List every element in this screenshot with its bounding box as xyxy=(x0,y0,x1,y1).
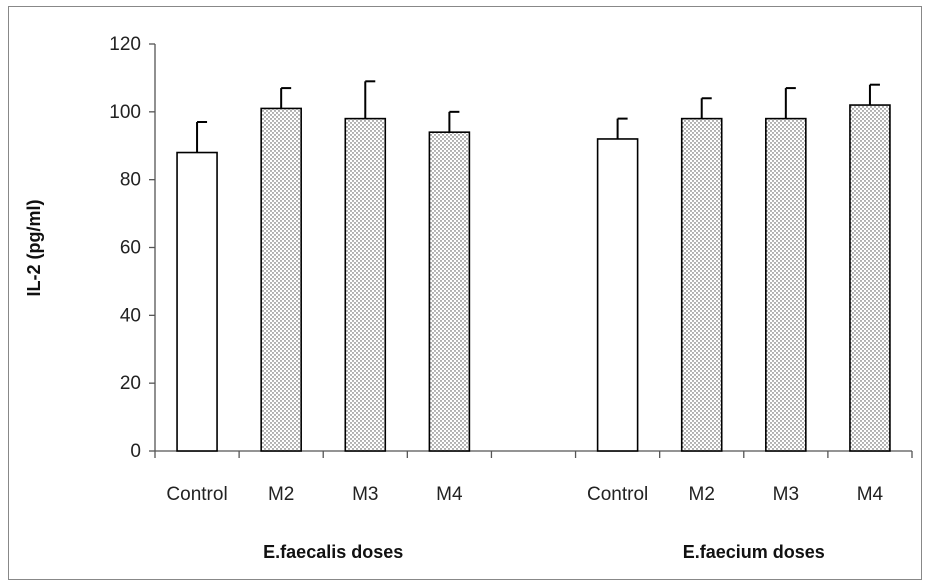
y-tick-label: 100 xyxy=(109,102,141,123)
y-tick-label: 20 xyxy=(120,373,141,394)
y-axis-title: IL-2 (pg/ml) xyxy=(24,200,44,297)
bar xyxy=(596,138,639,452)
group-label: E.faecalis doses xyxy=(263,542,403,562)
group-label: E.faecium doses xyxy=(683,542,825,562)
x-tick-label: M2 xyxy=(689,484,715,505)
bar xyxy=(344,117,387,452)
y-tick-label: 80 xyxy=(120,170,141,191)
bar xyxy=(680,117,723,452)
bar xyxy=(428,131,471,452)
y-tick-label: 40 xyxy=(120,305,141,326)
x-tick-label: M4 xyxy=(857,484,884,505)
x-tick-label: Control xyxy=(587,484,648,505)
x-tick-label: M2 xyxy=(268,484,294,505)
bar xyxy=(765,117,807,452)
x-tick-label: M4 xyxy=(436,484,463,505)
labels: 0 20 40 60 80 100 120 Control M2 M3 M4 E.faecalis d… xyxy=(109,34,883,562)
bar xyxy=(260,107,302,452)
x-tick-label: M3 xyxy=(773,484,799,505)
bar xyxy=(176,151,218,452)
y-tick-label: 120 xyxy=(109,34,141,55)
x-tick-label: M3 xyxy=(352,484,378,505)
y-tick-label: 0 xyxy=(130,441,141,462)
y-tick-label: 60 xyxy=(120,238,141,259)
bar xyxy=(849,104,891,452)
bars xyxy=(176,80,891,452)
x-tick-label: Control xyxy=(166,484,227,505)
